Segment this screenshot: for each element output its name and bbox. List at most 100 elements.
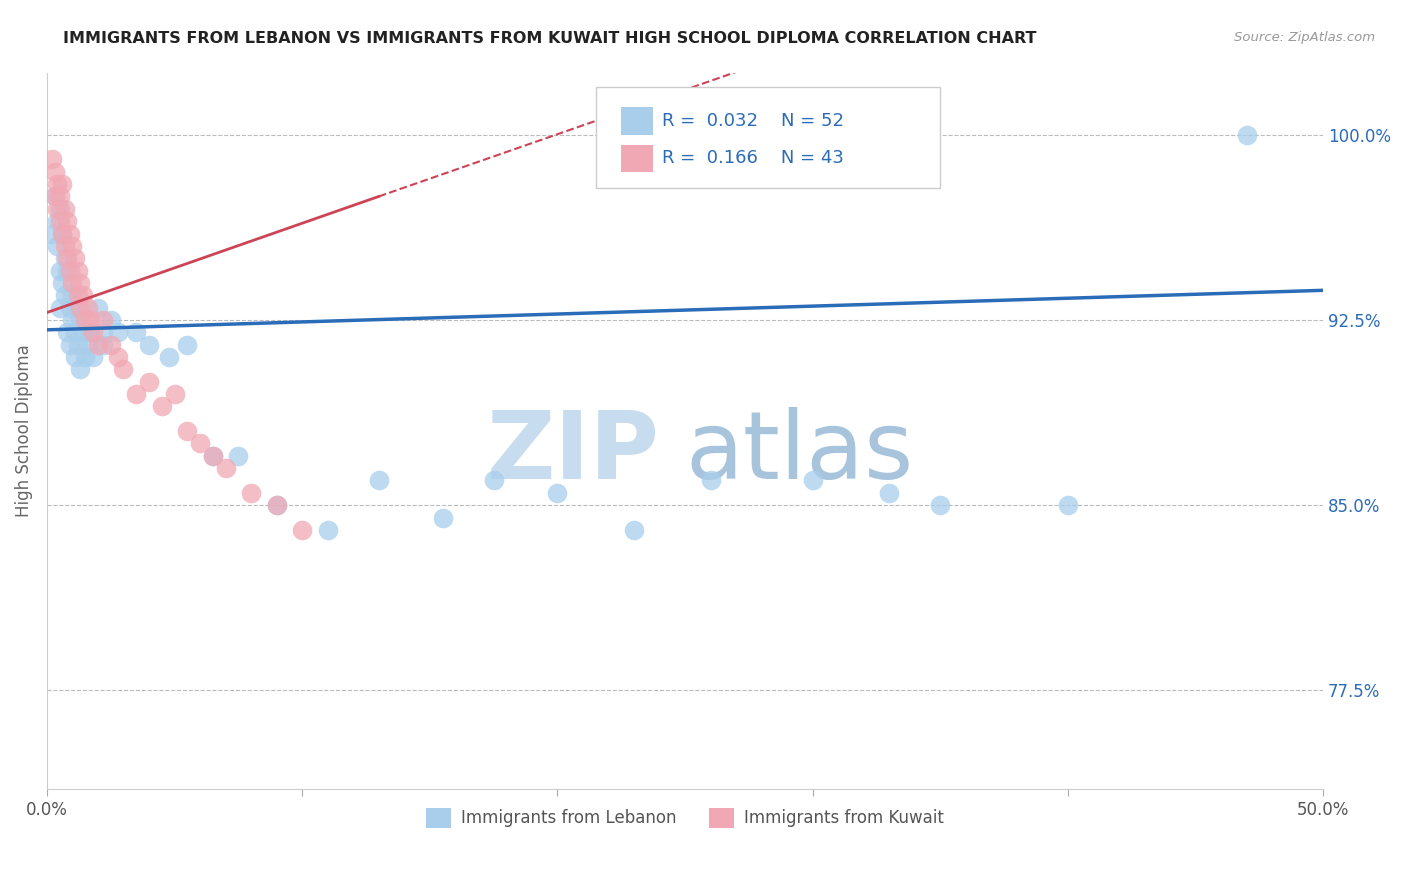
Point [48,214,70,228]
Text: R =  0.166    N = 43: R = 0.166 N = 43 [662,149,844,167]
Point [69,276,91,290]
Point [546,486,568,500]
Point [432,510,454,524]
Point [44,165,66,179]
Point [176,337,198,351]
Y-axis label: High School Diploma: High School Diploma [15,344,32,517]
Point [53,251,76,265]
Text: ZIP: ZIP [486,407,659,499]
Point [201,449,224,463]
Point [66,263,89,277]
Point [62,313,84,327]
Point [75,350,97,364]
Point [176,424,198,438]
Point [163,387,186,401]
Point [91,337,114,351]
Point [46,214,69,228]
Point [112,362,135,376]
Point [53,288,76,302]
Point [59,337,82,351]
Text: atlas: atlas [685,407,914,499]
Point [53,239,76,253]
Point [150,400,173,414]
Point [56,214,79,228]
Point [59,301,82,315]
Point [66,301,89,315]
Point [56,251,79,265]
Point [76,301,98,315]
Point [240,486,263,500]
Point [699,474,721,488]
Point [72,326,94,340]
Point [316,523,339,537]
Point [48,202,70,216]
Bar [621,107,654,135]
Point [87,337,110,351]
Point [48,189,70,203]
Legend: Immigrants from Lebanon, Immigrants from Kuwait: Immigrants from Lebanon, Immigrants from… [419,801,950,835]
Point [62,239,84,253]
Point [75,313,97,327]
Point [79,326,101,340]
Point [107,350,129,364]
Point [51,227,73,241]
Point [51,177,73,191]
Point [63,350,86,364]
Point [48,301,70,315]
Point [56,326,79,340]
Point [1236,128,1258,142]
Point [266,498,288,512]
Point [367,474,389,488]
Point [87,301,110,315]
Point [125,326,148,340]
Point [63,326,86,340]
Point [125,387,148,401]
Point [41,227,63,241]
Point [100,337,122,351]
Point [41,153,63,167]
Point [62,288,84,302]
Point [877,486,900,500]
Point [46,239,69,253]
Point [44,189,66,203]
Point [72,288,94,302]
Point [482,474,505,488]
Bar [621,145,654,172]
Point [63,251,86,265]
Point [291,523,314,537]
Point [201,449,224,463]
Text: Source: ZipAtlas.com: Source: ZipAtlas.com [1234,31,1375,45]
Point [44,189,66,203]
Point [51,276,73,290]
Point [82,326,104,340]
Point [62,276,84,290]
Point [53,202,76,216]
Point [76,337,98,351]
Point [266,498,288,512]
Point [69,362,91,376]
Point [623,523,645,537]
Point [69,313,91,327]
Text: IMMIGRANTS FROM LEBANON VS IMMIGRANTS FROM KUWAIT HIGH SCHOOL DIPLOMA CORRELATIO: IMMIGRANTS FROM LEBANON VS IMMIGRANTS FR… [63,31,1036,46]
Point [82,350,104,364]
Point [100,313,122,327]
Point [929,498,952,512]
Point [79,313,101,327]
Point [66,337,89,351]
Point [48,263,70,277]
Point [138,375,160,389]
Point [157,350,180,364]
Point [51,227,73,241]
Point [1057,498,1080,512]
Point [138,337,160,351]
Point [91,313,114,327]
Point [46,202,69,216]
Point [214,461,236,475]
Point [188,436,211,450]
Point [59,227,82,241]
Point [66,288,89,302]
Point [56,263,79,277]
Point [91,326,114,340]
Point [107,326,129,340]
FancyBboxPatch shape [596,87,941,187]
